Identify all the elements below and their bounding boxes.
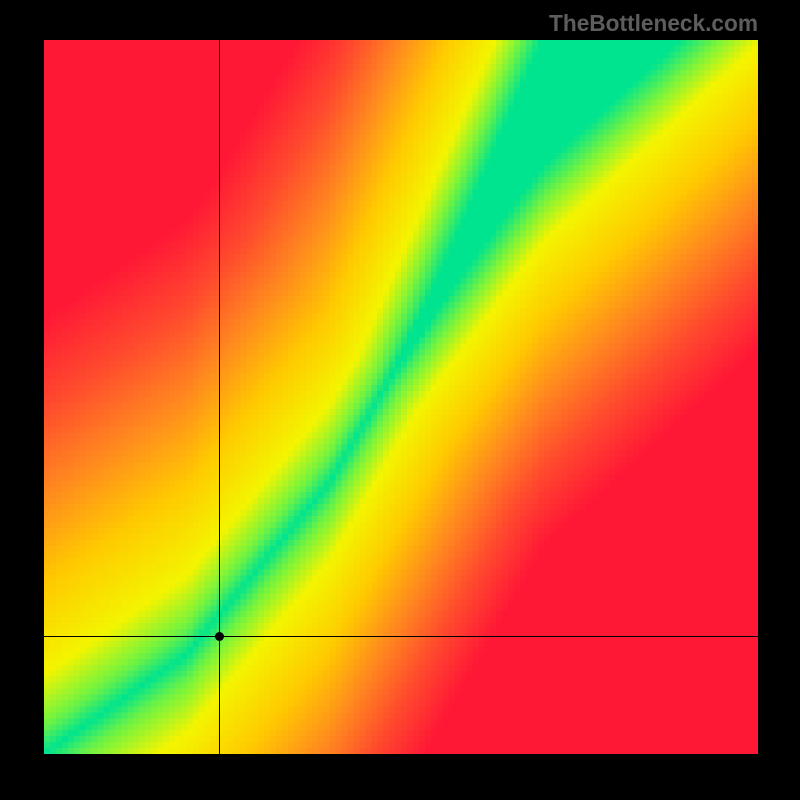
- crosshair-vertical: [219, 40, 220, 754]
- chart-container: TheBottleneck.com: [0, 0, 800, 800]
- crosshair-horizontal: [44, 636, 758, 637]
- bottleneck-heatmap: [44, 40, 758, 754]
- watermark-text: TheBottleneck.com: [549, 10, 758, 37]
